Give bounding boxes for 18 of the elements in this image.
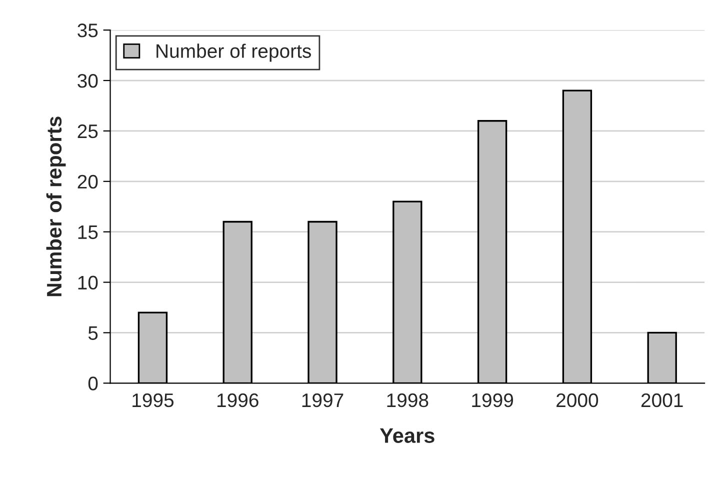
x-tick-label: 1996 <box>217 393 258 408</box>
x-tick-label: 2001 <box>641 393 683 408</box>
x-axis-title: Years <box>380 428 434 443</box>
y-tick-label: 35 <box>78 24 98 38</box>
y-tick-label: 15 <box>78 226 98 240</box>
y-axis-title: Number of reports <box>46 116 66 296</box>
y-tick-label: 20 <box>78 174 98 189</box>
y-tick-label: 30 <box>78 74 98 88</box>
x-tick-label: 1997 <box>302 393 344 408</box>
x-tick-label: 2000 <box>556 393 598 408</box>
x-tick-label: 1999 <box>472 393 514 408</box>
y-tick-label: 5 <box>88 326 98 340</box>
y-tick-label: 0 <box>88 376 98 390</box>
x-tick-label: 1995 <box>132 393 174 408</box>
y-tick-label: 10 <box>78 276 98 290</box>
legend-label: Number of reports <box>156 44 311 62</box>
y-tick-label: 25 <box>78 124 98 138</box>
x-tick-label: 1998 <box>387 393 428 408</box>
